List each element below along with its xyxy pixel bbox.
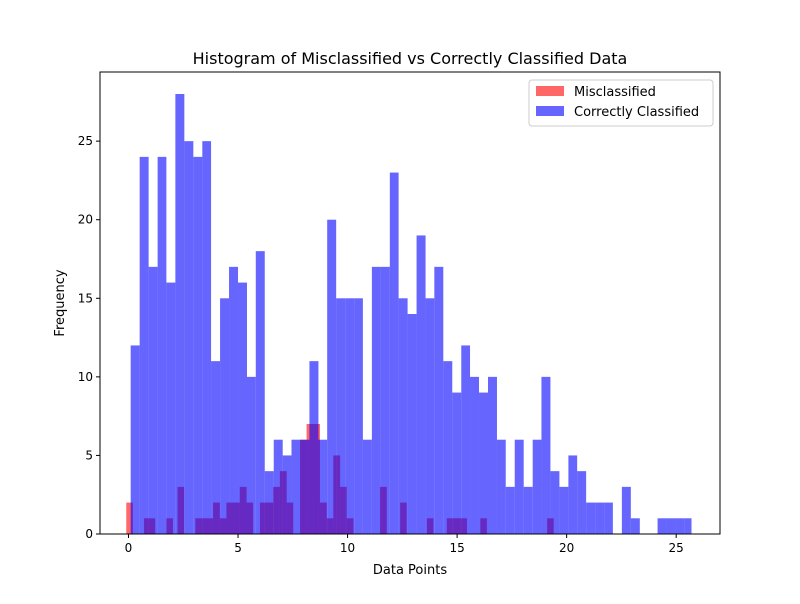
- bar-correctly-classified-61: [675, 518, 685, 534]
- bar-correctly-classified-51: [586, 502, 596, 534]
- chart-title: Histogram of Misclassified vs Correctly …: [193, 49, 628, 68]
- bar-correctly-classified-1: [139, 156, 149, 535]
- legend-label-misclassified: Misclassified: [574, 85, 656, 100]
- bar-correctly-classified-39: [479, 392, 488, 534]
- bar-correctly-classified-55: [621, 486, 631, 534]
- bar-correctly-classified-0: [130, 345, 140, 534]
- bar-correctly-classified-19: [300, 439, 310, 534]
- y-tick-label: 20: [78, 213, 93, 227]
- bar-correctly-classified-30: [398, 298, 408, 534]
- bar-correctly-classified-62: [684, 518, 692, 534]
- bar-correctly-classified-59: [657, 518, 667, 534]
- y-tick-label: 10: [78, 370, 93, 384]
- bar-correctly-classified-20: [309, 361, 319, 534]
- bar-correctly-classified-40: [487, 376, 497, 534]
- bar-correctly-classified-37: [461, 345, 471, 534]
- bar-correctly-classified-38: [470, 376, 480, 534]
- legend: Misclassified Correctly Classified: [528, 79, 714, 127]
- bar-correctly-classified-7: [193, 156, 203, 535]
- bar-correctly-classified-11: [229, 266, 239, 534]
- bar-correctly-classified-27: [371, 266, 381, 534]
- legend-swatch-misclassified: [536, 86, 564, 96]
- bar-correctly-classified-21: [318, 439, 328, 534]
- x-tick-label: 20: [559, 541, 574, 555]
- bar-correctly-classified-48: [559, 486, 569, 534]
- bar-correctly-classified-35: [443, 361, 453, 534]
- bars-layer: [126, 94, 692, 535]
- bar-correctly-classified-22: [327, 219, 337, 534]
- bar-misclassified-0: [126, 502, 133, 534]
- bar-correctly-classified-45: [532, 439, 542, 534]
- y-tick-label: 0: [85, 527, 93, 541]
- y-tick-label: 25: [78, 134, 93, 148]
- x-tick-label: 10: [340, 541, 355, 555]
- bar-correctly-classified-13: [247, 376, 256, 534]
- bar-correctly-classified-41: [496, 439, 506, 534]
- bar-correctly-classified-5: [175, 94, 185, 534]
- x-axis-label: Data Points: [373, 563, 447, 578]
- bar-correctly-classified-12: [238, 282, 247, 534]
- bar-correctly-classified-44: [523, 486, 533, 534]
- bar-correctly-classified-31: [407, 314, 417, 534]
- bar-correctly-classified-16: [273, 439, 283, 534]
- legend-swatch-correctly-classified: [536, 106, 564, 116]
- x-tick-label: 0: [125, 541, 133, 555]
- bar-correctly-classified-23: [336, 298, 346, 534]
- bar-correctly-classified-14: [255, 251, 265, 534]
- x-tick-label: 25: [669, 541, 684, 555]
- y-axis-label: Frequency: [53, 269, 68, 336]
- bar-correctly-classified-17: [282, 455, 292, 534]
- plot-frame: [99, 71, 721, 535]
- bar-correctly-classified-9: [211, 361, 221, 534]
- y-tick-label: 15: [78, 291, 93, 305]
- legend-box: [528, 79, 714, 127]
- bar-correctly-classified-15: [264, 471, 274, 534]
- bar-correctly-classified-34: [434, 266, 444, 534]
- bar-correctly-classified-36: [452, 392, 462, 534]
- bar-correctly-classified-46: [541, 376, 551, 534]
- bar-correctly-classified-6: [184, 141, 194, 534]
- bar-correctly-classified-3: [157, 156, 167, 535]
- bar-correctly-classified-47: [550, 471, 560, 534]
- legend-label-correctly-classified: Correctly Classified: [574, 105, 699, 120]
- bar-correctly-classified-52: [595, 502, 605, 534]
- bar-correctly-classified-49: [568, 455, 578, 534]
- bar-correctly-classified-56: [630, 518, 640, 534]
- bar-correctly-classified-33: [425, 298, 435, 534]
- bar-correctly-classified-50: [577, 471, 587, 534]
- bar-correctly-classified-24: [345, 298, 355, 534]
- bar-correctly-classified-60: [666, 518, 676, 534]
- bar-correctly-classified-10: [220, 298, 230, 534]
- bar-correctly-classified-26: [362, 439, 372, 534]
- y-tick-label: 5: [85, 448, 93, 462]
- bar-correctly-classified-8: [202, 141, 212, 534]
- bar-correctly-classified-43: [514, 439, 524, 534]
- bar-correctly-classified-25: [354, 298, 363, 534]
- bar-correctly-classified-4: [166, 282, 176, 534]
- ticks-layer: 0 5 10 15 20 25 0 5 10 15 20 25: [78, 134, 684, 555]
- bar-correctly-classified-42: [505, 486, 515, 534]
- x-tick-label: 15: [449, 541, 464, 555]
- bar-correctly-classified-18: [291, 439, 301, 534]
- bar-correctly-classified-2: [148, 266, 158, 534]
- bar-correctly-classified-53: [604, 502, 613, 534]
- x-tick-label: 5: [234, 541, 242, 555]
- bar-correctly-classified-28: [380, 266, 390, 534]
- bar-correctly-classified-32: [416, 235, 426, 534]
- bar-correctly-classified-29: [389, 172, 399, 534]
